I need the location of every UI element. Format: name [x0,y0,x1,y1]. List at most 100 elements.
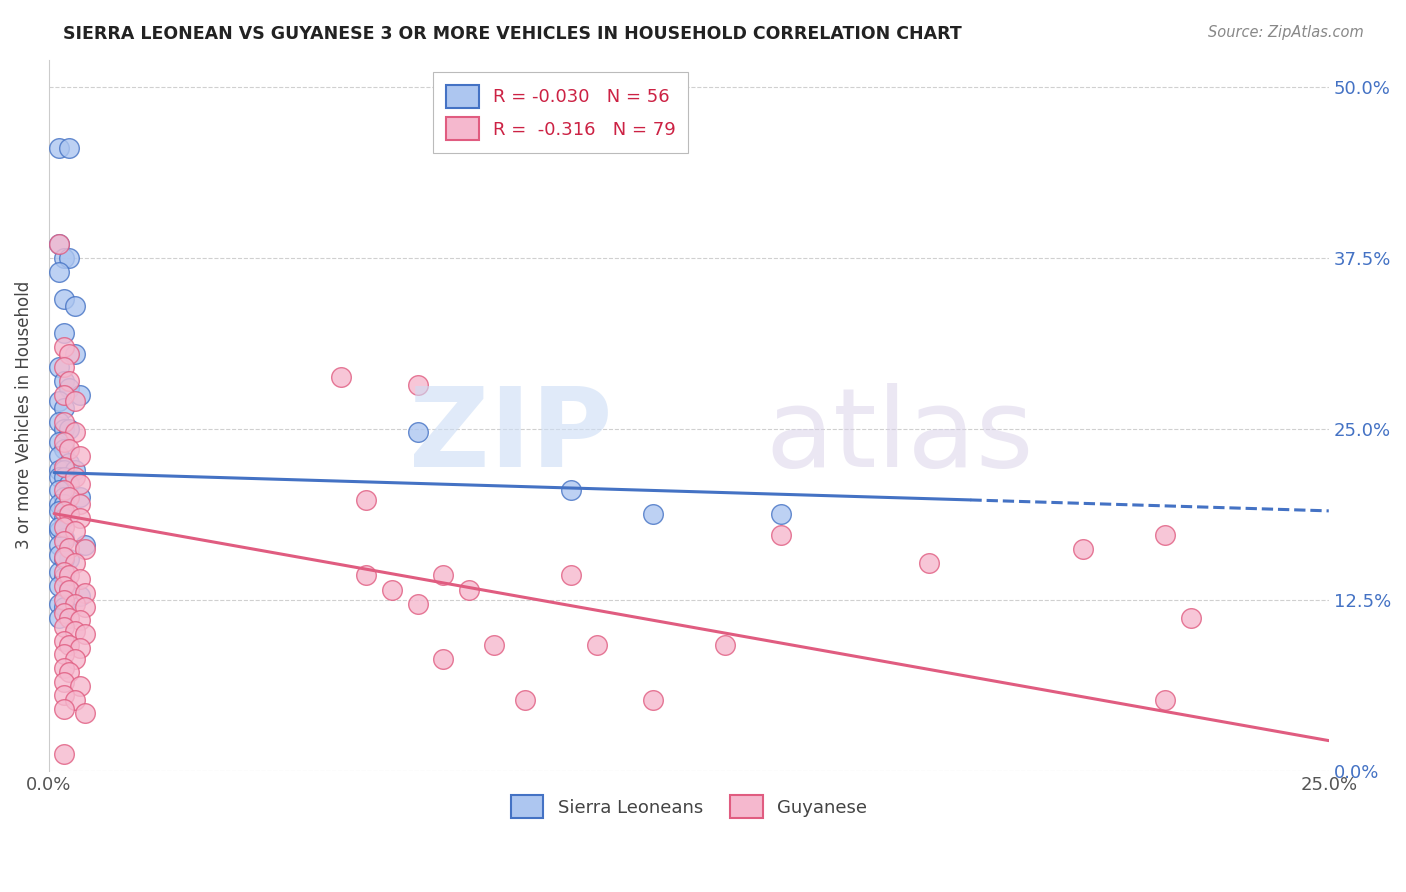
Point [48,483,70,498]
Point [48,610,70,624]
Point [63,624,86,639]
Point [53,520,76,534]
Point [381,583,404,598]
Point [69,387,91,401]
Point [53,415,76,429]
Point [406,378,429,392]
Point [53,463,76,477]
Point [48,520,70,534]
Text: atlas: atlas [766,383,1035,490]
Point [53,648,76,662]
Point [48,579,70,593]
Point [513,692,536,706]
Point [53,469,76,483]
Point [53,747,76,762]
Point [406,597,429,611]
Point [713,638,735,652]
Point [1154,528,1177,542]
Point [585,638,607,652]
Point [53,661,76,675]
Point [63,463,86,477]
Point [69,497,91,511]
Point [63,394,86,409]
Point [69,679,91,693]
Point [641,507,664,521]
Y-axis label: 3 or more Vehicles in Household: 3 or more Vehicles in Household [15,281,32,549]
Point [73,627,96,641]
Point [53,592,76,607]
Point [58,422,80,436]
Point [53,550,76,565]
Point [63,556,86,570]
Point [48,237,70,252]
Point [432,568,454,582]
Point [53,633,76,648]
Point [1154,692,1177,706]
Point [769,507,792,521]
Text: SIERRA LEONEAN VS GUYANESE 3 OR MORE VEHICLES IN HOUSEHOLD CORRELATION CHART: SIERRA LEONEAN VS GUYANESE 3 OR MORE VEH… [63,25,962,43]
Point [53,599,76,614]
Point [63,692,86,706]
Point [48,264,70,278]
Point [356,492,378,507]
Point [58,541,80,555]
Text: Source: ZipAtlas.com: Source: ZipAtlas.com [1208,25,1364,40]
Point [53,435,76,450]
Point [48,435,70,450]
Point [53,504,76,518]
Point [63,651,86,665]
Point [53,569,76,583]
Point [432,651,454,665]
Point [1180,610,1202,624]
Point [406,425,429,439]
Point [63,524,86,539]
Point [53,497,76,511]
Point [53,579,76,593]
Point [53,374,76,388]
Point [73,706,96,721]
Point [58,346,80,360]
Point [53,292,76,306]
Point [58,476,80,491]
Point [58,583,80,598]
Point [53,551,76,566]
Point [48,360,70,375]
Point [53,460,76,475]
Point [48,449,70,463]
Point [58,141,80,155]
Point [53,510,76,524]
Point [53,422,76,436]
Point [356,568,378,582]
Point [641,692,664,706]
Point [63,346,86,360]
Point [53,533,76,548]
Point [58,442,80,457]
Point [48,415,70,429]
Point [58,456,80,470]
Point [53,326,76,340]
Point [69,476,91,491]
Point [53,531,76,545]
Point [58,381,80,395]
Point [53,483,76,498]
Point [69,572,91,586]
Point [48,497,70,511]
Point [58,610,80,624]
Point [918,556,941,570]
Point [69,510,91,524]
Point [53,607,76,621]
Point [560,483,582,498]
Point [48,597,70,611]
Point [58,251,80,265]
Point [58,507,80,521]
Text: ZIP: ZIP [409,383,612,490]
Point [53,620,76,634]
Point [48,566,70,580]
Point [73,586,96,600]
Point [63,425,86,439]
Point [58,638,80,652]
Point [53,490,76,504]
Point [53,702,76,716]
Point [53,360,76,375]
Point [58,490,80,504]
